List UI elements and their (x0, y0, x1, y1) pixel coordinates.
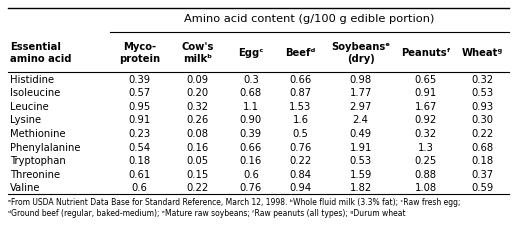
Text: 0.18: 0.18 (129, 155, 151, 165)
Text: 1.77: 1.77 (349, 88, 372, 98)
Text: 0.22: 0.22 (289, 155, 312, 165)
Text: 0.32: 0.32 (415, 128, 437, 138)
Text: 0.94: 0.94 (289, 182, 311, 192)
Text: Cow's
milkᵇ: Cow's milkᵇ (181, 42, 214, 64)
Text: Lysine: Lysine (10, 115, 41, 125)
Text: 0.39: 0.39 (129, 74, 151, 84)
Text: Isoleucine: Isoleucine (10, 88, 60, 98)
Text: 0.16: 0.16 (240, 155, 262, 165)
Text: 0.5: 0.5 (292, 128, 308, 138)
Text: 0.76: 0.76 (240, 182, 262, 192)
Text: 0.90: 0.90 (240, 115, 262, 125)
Text: 0.91: 0.91 (129, 115, 151, 125)
Text: Peanutsᶠ: Peanutsᶠ (401, 48, 451, 58)
Text: 0.54: 0.54 (129, 142, 151, 152)
Text: 0.57: 0.57 (129, 88, 151, 98)
Text: 0.76: 0.76 (289, 142, 312, 152)
Text: 0.65: 0.65 (415, 74, 437, 84)
Text: 0.32: 0.32 (186, 101, 209, 111)
Text: 0.30: 0.30 (472, 115, 494, 125)
Text: 0.68: 0.68 (472, 142, 494, 152)
Text: Methionine: Methionine (10, 128, 66, 138)
Text: Tryptophan: Tryptophan (10, 155, 66, 165)
Text: Histidine: Histidine (10, 74, 54, 84)
Text: 0.49: 0.49 (350, 128, 372, 138)
Text: 0.84: 0.84 (289, 169, 311, 179)
Text: 0.66: 0.66 (289, 74, 312, 84)
Text: 0.6: 0.6 (243, 169, 259, 179)
Text: 1.82: 1.82 (350, 182, 372, 192)
Text: 0.15: 0.15 (186, 169, 209, 179)
Text: 0.32: 0.32 (472, 74, 494, 84)
Text: 1.1: 1.1 (243, 101, 259, 111)
Text: Myco-
protein: Myco- protein (119, 42, 160, 64)
Text: Threonine: Threonine (10, 169, 60, 179)
Text: 0.98: 0.98 (350, 74, 372, 84)
Text: Phenylalanine: Phenylalanine (10, 142, 81, 152)
Text: Beefᵈ: Beefᵈ (285, 48, 316, 58)
Text: 1.08: 1.08 (415, 182, 437, 192)
Text: 0.26: 0.26 (186, 115, 209, 125)
Text: 1.3: 1.3 (418, 142, 434, 152)
Text: 0.08: 0.08 (187, 128, 208, 138)
Text: 0.18: 0.18 (472, 155, 494, 165)
Text: 1.67: 1.67 (414, 101, 437, 111)
Text: 0.95: 0.95 (129, 101, 151, 111)
Text: Eggᶜ: Eggᶜ (238, 48, 264, 58)
Text: 0.16: 0.16 (186, 142, 209, 152)
Text: ᵃFrom USDA Nutrient Data Base for Standard Reference, March 12, 1998. ᵇWhole flu: ᵃFrom USDA Nutrient Data Base for Standa… (8, 197, 460, 217)
Text: Amino acid content (g/100 g edible portion): Amino acid content (g/100 g edible porti… (184, 14, 435, 24)
Text: 0.61: 0.61 (129, 169, 151, 179)
Text: 0.22: 0.22 (186, 182, 209, 192)
Text: 2.97: 2.97 (349, 101, 372, 111)
Text: 0.23: 0.23 (129, 128, 151, 138)
Text: 0.68: 0.68 (240, 88, 262, 98)
Text: Essential
amino acid: Essential amino acid (10, 42, 72, 64)
Text: Leucine: Leucine (10, 101, 49, 111)
Text: Wheatᵍ: Wheatᵍ (462, 48, 503, 58)
Text: 0.25: 0.25 (415, 155, 437, 165)
Text: 0.3: 0.3 (243, 74, 259, 84)
Text: 1.53: 1.53 (289, 101, 312, 111)
Text: 0.93: 0.93 (472, 101, 494, 111)
Text: 0.91: 0.91 (415, 88, 437, 98)
Text: 0.20: 0.20 (186, 88, 209, 98)
Text: 2.4: 2.4 (353, 115, 369, 125)
Text: 0.92: 0.92 (415, 115, 437, 125)
Text: 0.87: 0.87 (289, 88, 311, 98)
Text: 0.22: 0.22 (472, 128, 494, 138)
Text: 0.6: 0.6 (132, 182, 147, 192)
Text: 1.59: 1.59 (349, 169, 372, 179)
Text: 1.6: 1.6 (292, 115, 308, 125)
Text: 0.05: 0.05 (186, 155, 209, 165)
Text: 0.39: 0.39 (240, 128, 262, 138)
Text: 0.37: 0.37 (472, 169, 494, 179)
Text: 0.09: 0.09 (186, 74, 209, 84)
Text: Soybeansᵉ
(dry): Soybeansᵉ (dry) (331, 42, 390, 64)
Text: 1.91: 1.91 (349, 142, 372, 152)
Text: 0.53: 0.53 (472, 88, 494, 98)
Text: 0.53: 0.53 (350, 155, 372, 165)
Text: 0.59: 0.59 (472, 182, 494, 192)
Text: Valine: Valine (10, 182, 41, 192)
Text: 0.88: 0.88 (415, 169, 437, 179)
Text: 0.66: 0.66 (240, 142, 262, 152)
